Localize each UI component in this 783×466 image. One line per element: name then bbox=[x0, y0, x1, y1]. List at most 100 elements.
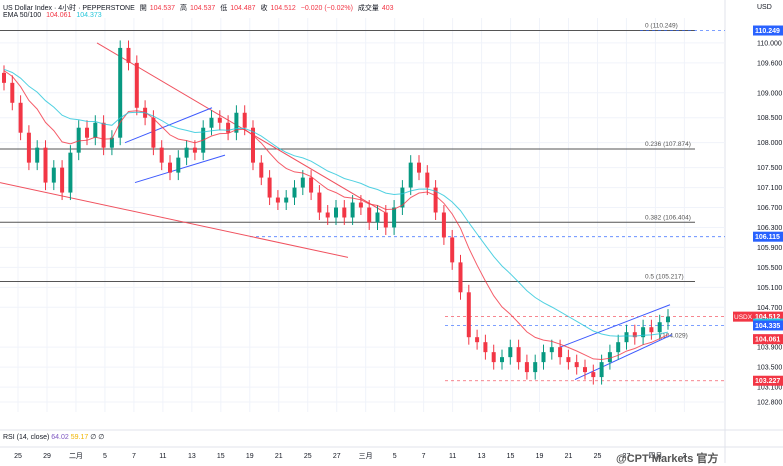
candle-body bbox=[234, 112, 239, 133]
candle-body bbox=[275, 197, 280, 203]
price-tick-label: 105.900 bbox=[757, 245, 782, 252]
candle-body bbox=[267, 177, 272, 198]
rsi-value: 64.02 bbox=[51, 434, 69, 441]
candle-body bbox=[68, 152, 73, 193]
price-tick-label: 103.100 bbox=[757, 385, 782, 392]
price-tick-label: 107.100 bbox=[757, 185, 782, 192]
blue-channel-upper bbox=[559, 304, 671, 348]
x-tick-label: 25 bbox=[304, 453, 312, 460]
candle-body bbox=[101, 122, 106, 148]
candle-body bbox=[367, 207, 372, 223]
red-channel-lower bbox=[0, 182, 349, 258]
ema50-line bbox=[3, 70, 669, 361]
change-value: −0.020 (−0.02%) bbox=[300, 5, 353, 12]
candle-body bbox=[483, 342, 488, 353]
symbol-header: US Dollar Index · 4小时 · PEPPERSTONE 開 104… bbox=[3, 3, 397, 13]
candle-body bbox=[491, 352, 496, 363]
candle-body bbox=[317, 192, 322, 213]
low-value: 104.487 bbox=[230, 5, 256, 12]
candle-body bbox=[549, 347, 554, 353]
candle-body bbox=[392, 207, 397, 228]
candle-body bbox=[60, 167, 65, 193]
volume-label: 成交量 bbox=[357, 5, 379, 12]
candle-body bbox=[466, 292, 471, 338]
x-tick-label: 5 bbox=[103, 453, 107, 460]
candle-body bbox=[458, 262, 463, 293]
candle-body bbox=[441, 212, 446, 238]
close-value: 104.512 bbox=[270, 5, 296, 12]
price-tick-label: 108.000 bbox=[757, 140, 782, 147]
candle-body bbox=[217, 117, 222, 123]
candle-body bbox=[558, 347, 563, 358]
candle-body bbox=[85, 127, 89, 138]
symbol-badge-label: USDX bbox=[734, 314, 753, 321]
candle-body bbox=[134, 62, 139, 108]
candle-body bbox=[284, 197, 289, 203]
candle-body bbox=[516, 347, 521, 363]
ema-label: EMA 50/100 bbox=[3, 12, 42, 19]
price-tick-label: 104.700 bbox=[757, 305, 782, 312]
candle-body bbox=[433, 187, 438, 213]
x-tick-label: 7 bbox=[132, 453, 136, 460]
ema100-line bbox=[3, 68, 669, 337]
x-tick-label: 二月 bbox=[69, 452, 83, 460]
candle-body bbox=[168, 162, 172, 173]
x-tick-label: 25 bbox=[14, 453, 22, 460]
price-tick-label: 102.800 bbox=[757, 400, 782, 407]
price-tick-label: 109.600 bbox=[757, 60, 782, 67]
price-badge bbox=[753, 25, 783, 36]
x-tick-label: 三月 bbox=[359, 452, 373, 460]
price-tick-label: 108.500 bbox=[757, 115, 782, 122]
price-badge-label: 103.227 bbox=[755, 378, 780, 385]
candle-body bbox=[566, 357, 571, 363]
candle-body bbox=[500, 357, 504, 363]
fib-level-label: 0.382 (106.404) bbox=[645, 214, 691, 221]
candle-body bbox=[641, 327, 646, 338]
x-tick-label: 29 bbox=[43, 453, 51, 460]
price-tick-label: 103.900 bbox=[757, 345, 782, 352]
ema50-value: 104.061 bbox=[46, 12, 72, 19]
price-badge-label: 110.249 bbox=[755, 28, 780, 35]
candle-body bbox=[76, 127, 81, 153]
candle-body bbox=[300, 177, 305, 188]
x-tick-label: 13 bbox=[478, 453, 486, 460]
price-badge bbox=[753, 320, 783, 331]
open-value: 104.537 bbox=[149, 5, 176, 12]
symbol-title: US Dollar Index · 4小时 · PEPPERSTONE bbox=[3, 5, 135, 12]
rsi-empty-2: ∅ bbox=[98, 434, 105, 441]
open-label: 開 bbox=[139, 5, 147, 12]
candle-body bbox=[209, 117, 214, 128]
candle-body bbox=[624, 332, 629, 343]
candle-body bbox=[10, 82, 15, 103]
candle-body bbox=[292, 187, 297, 198]
candle-body bbox=[151, 117, 156, 148]
x-tick-label: 3 bbox=[682, 453, 686, 460]
candle-body bbox=[350, 202, 355, 218]
rsi-legend[interactable]: RSI (14, close) 64.02 59.17 ∅ ∅ bbox=[3, 433, 104, 441]
price-badge bbox=[753, 375, 783, 386]
candle-body bbox=[334, 207, 338, 218]
candle-body bbox=[375, 212, 380, 223]
candle-body bbox=[192, 147, 197, 153]
candle-body bbox=[109, 137, 114, 148]
rsi-empty-1: ∅ bbox=[90, 434, 97, 441]
x-tick-label: 15 bbox=[217, 453, 225, 460]
price-tick-label: 107.500 bbox=[757, 165, 782, 172]
x-tick-label: 21 bbox=[565, 453, 573, 460]
price-tick-label: 109.000 bbox=[757, 90, 782, 97]
candle-body bbox=[325, 212, 330, 218]
price-badge bbox=[753, 334, 783, 345]
candle-body bbox=[43, 147, 48, 183]
watermark: @CPT Markets 官方 bbox=[616, 453, 719, 465]
candle-body bbox=[400, 187, 405, 208]
candle-body bbox=[51, 167, 56, 183]
price-badge-label: 104.061 bbox=[755, 337, 780, 344]
candle-body bbox=[475, 337, 480, 343]
candle-body bbox=[309, 177, 314, 193]
fib-level-label: (104.029) bbox=[660, 333, 688, 340]
candle-body bbox=[93, 122, 98, 138]
ema-legend[interactable]: EMA 50/100 104.061 104.373 bbox=[3, 12, 105, 19]
candle-body bbox=[35, 147, 40, 163]
x-tick-label: 27 bbox=[333, 453, 341, 460]
